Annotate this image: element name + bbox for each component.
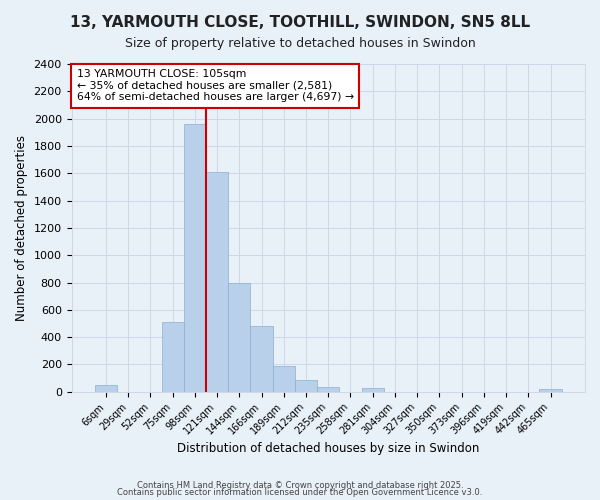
Bar — [184, 124, 206, 392]
Bar — [362, 388, 384, 392]
Bar — [272, 366, 295, 392]
Bar — [206, 172, 228, 392]
Text: Size of property relative to detached houses in Swindon: Size of property relative to detached ho… — [125, 38, 475, 51]
Y-axis label: Number of detached properties: Number of detached properties — [15, 135, 28, 321]
Text: Contains public sector information licensed under the Open Government Licence v3: Contains public sector information licen… — [118, 488, 482, 497]
Bar — [295, 380, 317, 392]
Text: 13 YARMOUTH CLOSE: 105sqm
← 35% of detached houses are smaller (2,581)
64% of se: 13 YARMOUTH CLOSE: 105sqm ← 35% of detac… — [77, 69, 354, 102]
Bar — [161, 322, 184, 392]
Text: Contains HM Land Registry data © Crown copyright and database right 2025.: Contains HM Land Registry data © Crown c… — [137, 480, 463, 490]
Text: 13, YARMOUTH CLOSE, TOOTHILL, SWINDON, SN5 8LL: 13, YARMOUTH CLOSE, TOOTHILL, SWINDON, S… — [70, 15, 530, 30]
Bar — [250, 326, 272, 392]
Bar — [317, 387, 340, 392]
Bar — [539, 389, 562, 392]
X-axis label: Distribution of detached houses by size in Swindon: Distribution of detached houses by size … — [177, 442, 479, 455]
Bar — [228, 282, 250, 392]
Bar — [95, 385, 117, 392]
